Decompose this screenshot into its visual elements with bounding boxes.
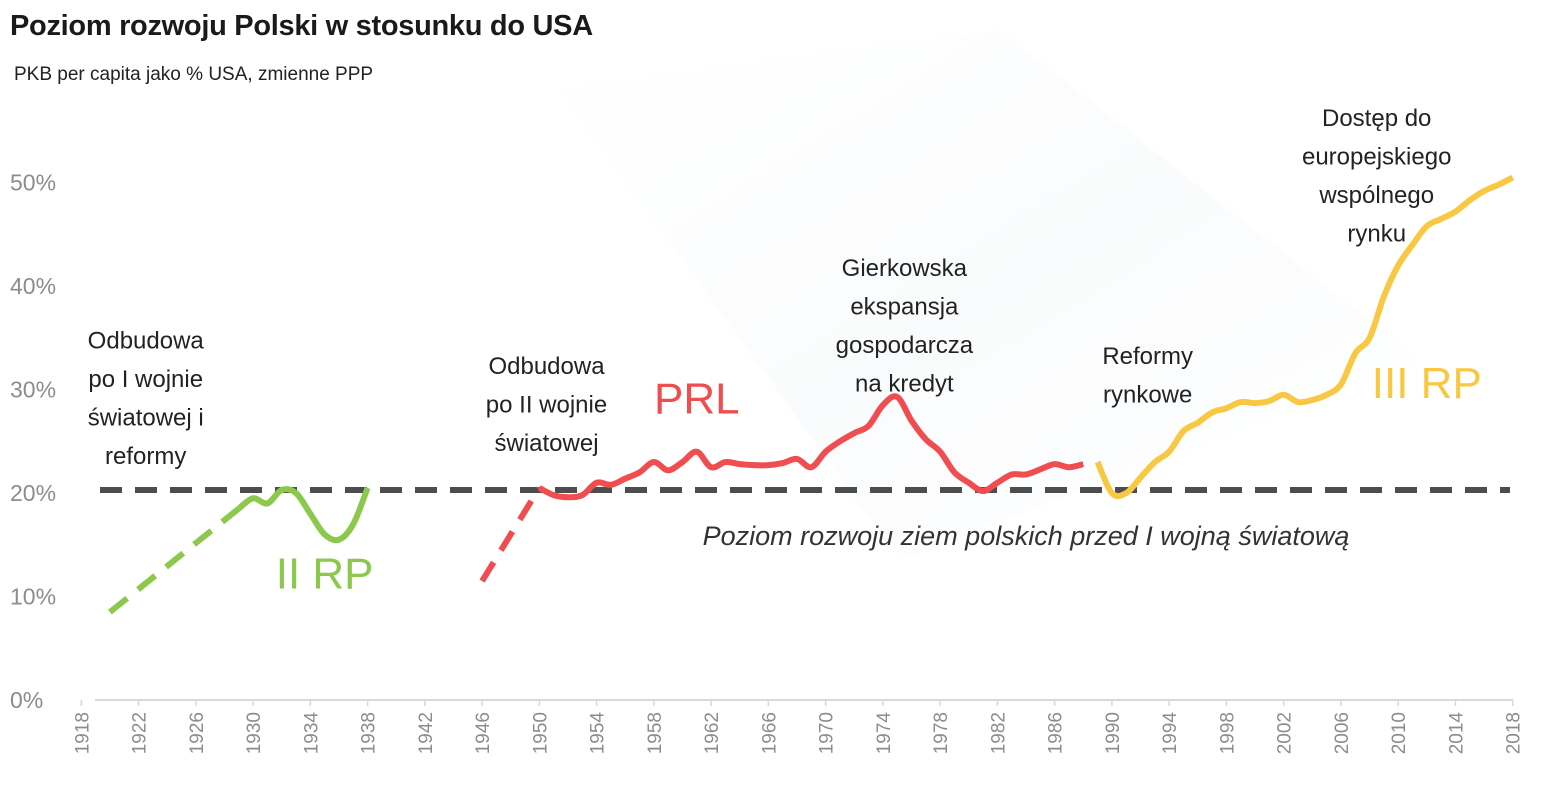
annotation: Odbudowa po I wojnie światowej i reformy (88, 327, 205, 470)
annotation-line: po I wojnie (88, 366, 203, 393)
series-line-green-solid (236, 486, 371, 544)
x-tick-label: 1918 (72, 712, 93, 754)
annotation-line: Odbudowa (88, 327, 205, 354)
annotation-line: po II wojnie (486, 392, 607, 419)
annotation-line: reformy (105, 443, 186, 470)
y-tick-label: 20% (10, 480, 56, 506)
background-watermark (560, 30, 1420, 560)
x-tick-label: 2006 (1332, 712, 1353, 754)
annotation-line: europejskiego (1302, 143, 1451, 170)
annotation-line: Reformy (1102, 343, 1193, 370)
series-line-red-solid (537, 393, 1085, 501)
annotation-line: Odbudowa (488, 353, 605, 380)
annotation-line: ekspansja (850, 293, 959, 320)
x-tick-label: 2014 (1446, 712, 1467, 755)
annotation-line: światowej (494, 430, 598, 457)
x-tick-label: 1966 (759, 712, 780, 754)
annotation: Odbudowa po II wojnie światowej (486, 353, 607, 457)
era-label: PRL (654, 374, 740, 423)
x-axis: 1918 1922 1926 1930 1934 1938 1942 1946 1950 1954… (72, 699, 1525, 755)
annotation: Dostęp do europejskiego wspólnego rynku (1302, 105, 1451, 248)
x-tick-label: 1946 (473, 712, 494, 754)
x-tick-label: 1990 (1103, 712, 1124, 754)
x-tick-label: 1938 (359, 712, 380, 754)
x-tick-label: 1934 (301, 712, 322, 755)
y-tick-label: 50% (10, 170, 56, 196)
series-group (108, 174, 1515, 615)
x-tick-label: 1982 (988, 712, 1009, 754)
chart-subtitle: PKB per capita jako % USA, zmienne PPP (14, 64, 374, 85)
x-tick-label: 2018 (1504, 712, 1525, 754)
era-label: II RP (276, 549, 374, 598)
x-tick-label: 1978 (931, 712, 952, 754)
y-tick-label: 40% (10, 273, 56, 299)
y-tick-label: 10% (10, 584, 56, 610)
annotation-line: rynkowe (1103, 381, 1192, 408)
annotation-line: gospodarcza (836, 332, 974, 359)
x-tick-label: 1930 (244, 712, 265, 754)
y-tick-label: 30% (10, 377, 56, 403)
era-label: III RP (1372, 359, 1482, 408)
annotation: Reformy rynkowe (1102, 343, 1193, 409)
annotation-line: Gierkowska (842, 255, 968, 282)
x-tick-label: 1970 (817, 712, 838, 754)
x-tick-label: 1962 (702, 712, 723, 754)
x-tick-label: 1926 (187, 712, 208, 754)
reference-line: Poziom rozwoju ziem polskich przed I woj… (100, 486, 1510, 551)
chart-title: Poziom rozwoju Polski w stosunku do USA (10, 10, 593, 42)
x-tick-label: 1986 (1046, 712, 1067, 754)
era-labels: II RP PRL III RP (276, 359, 1482, 598)
annotation: Gierkowska ekspansja gospodarcza na kredyt (836, 255, 974, 398)
series-line-red-dashed (479, 486, 542, 583)
x-tick-label: 1922 (130, 712, 151, 754)
x-tick-label: 1954 (588, 712, 609, 755)
annotation-line: światowej i (88, 404, 204, 431)
annotation-line: na kredyt (855, 370, 954, 397)
x-tick-label: 1942 (416, 712, 437, 754)
annotations: Odbudowa po I wojnie światowej i reformyOdb… (88, 105, 1452, 470)
annotation-line: wspólnego (1318, 182, 1434, 209)
x-tick-label: 1950 (530, 712, 551, 754)
x-tick-label: 2010 (1389, 712, 1410, 754)
x-tick-label: 1958 (645, 712, 666, 754)
x-tick-label: 1998 (1217, 712, 1238, 754)
y-axis: 0% 10% 20% 30% 40% 50% (10, 170, 56, 713)
y-tick-label: 0% (10, 687, 43, 713)
reference-line-label: Poziom rozwoju ziem polskich przed I woj… (703, 521, 1350, 551)
series-line-green-dashed (108, 506, 241, 615)
x-tick-label: 2002 (1275, 712, 1296, 754)
x-tick-label: 1994 (1160, 712, 1181, 755)
annotation-line: rynku (1347, 220, 1406, 247)
x-tick-label: 1974 (874, 712, 895, 755)
annotation-line: Dostęp do (1322, 105, 1431, 132)
series-line-yellow-solid (1094, 174, 1515, 500)
